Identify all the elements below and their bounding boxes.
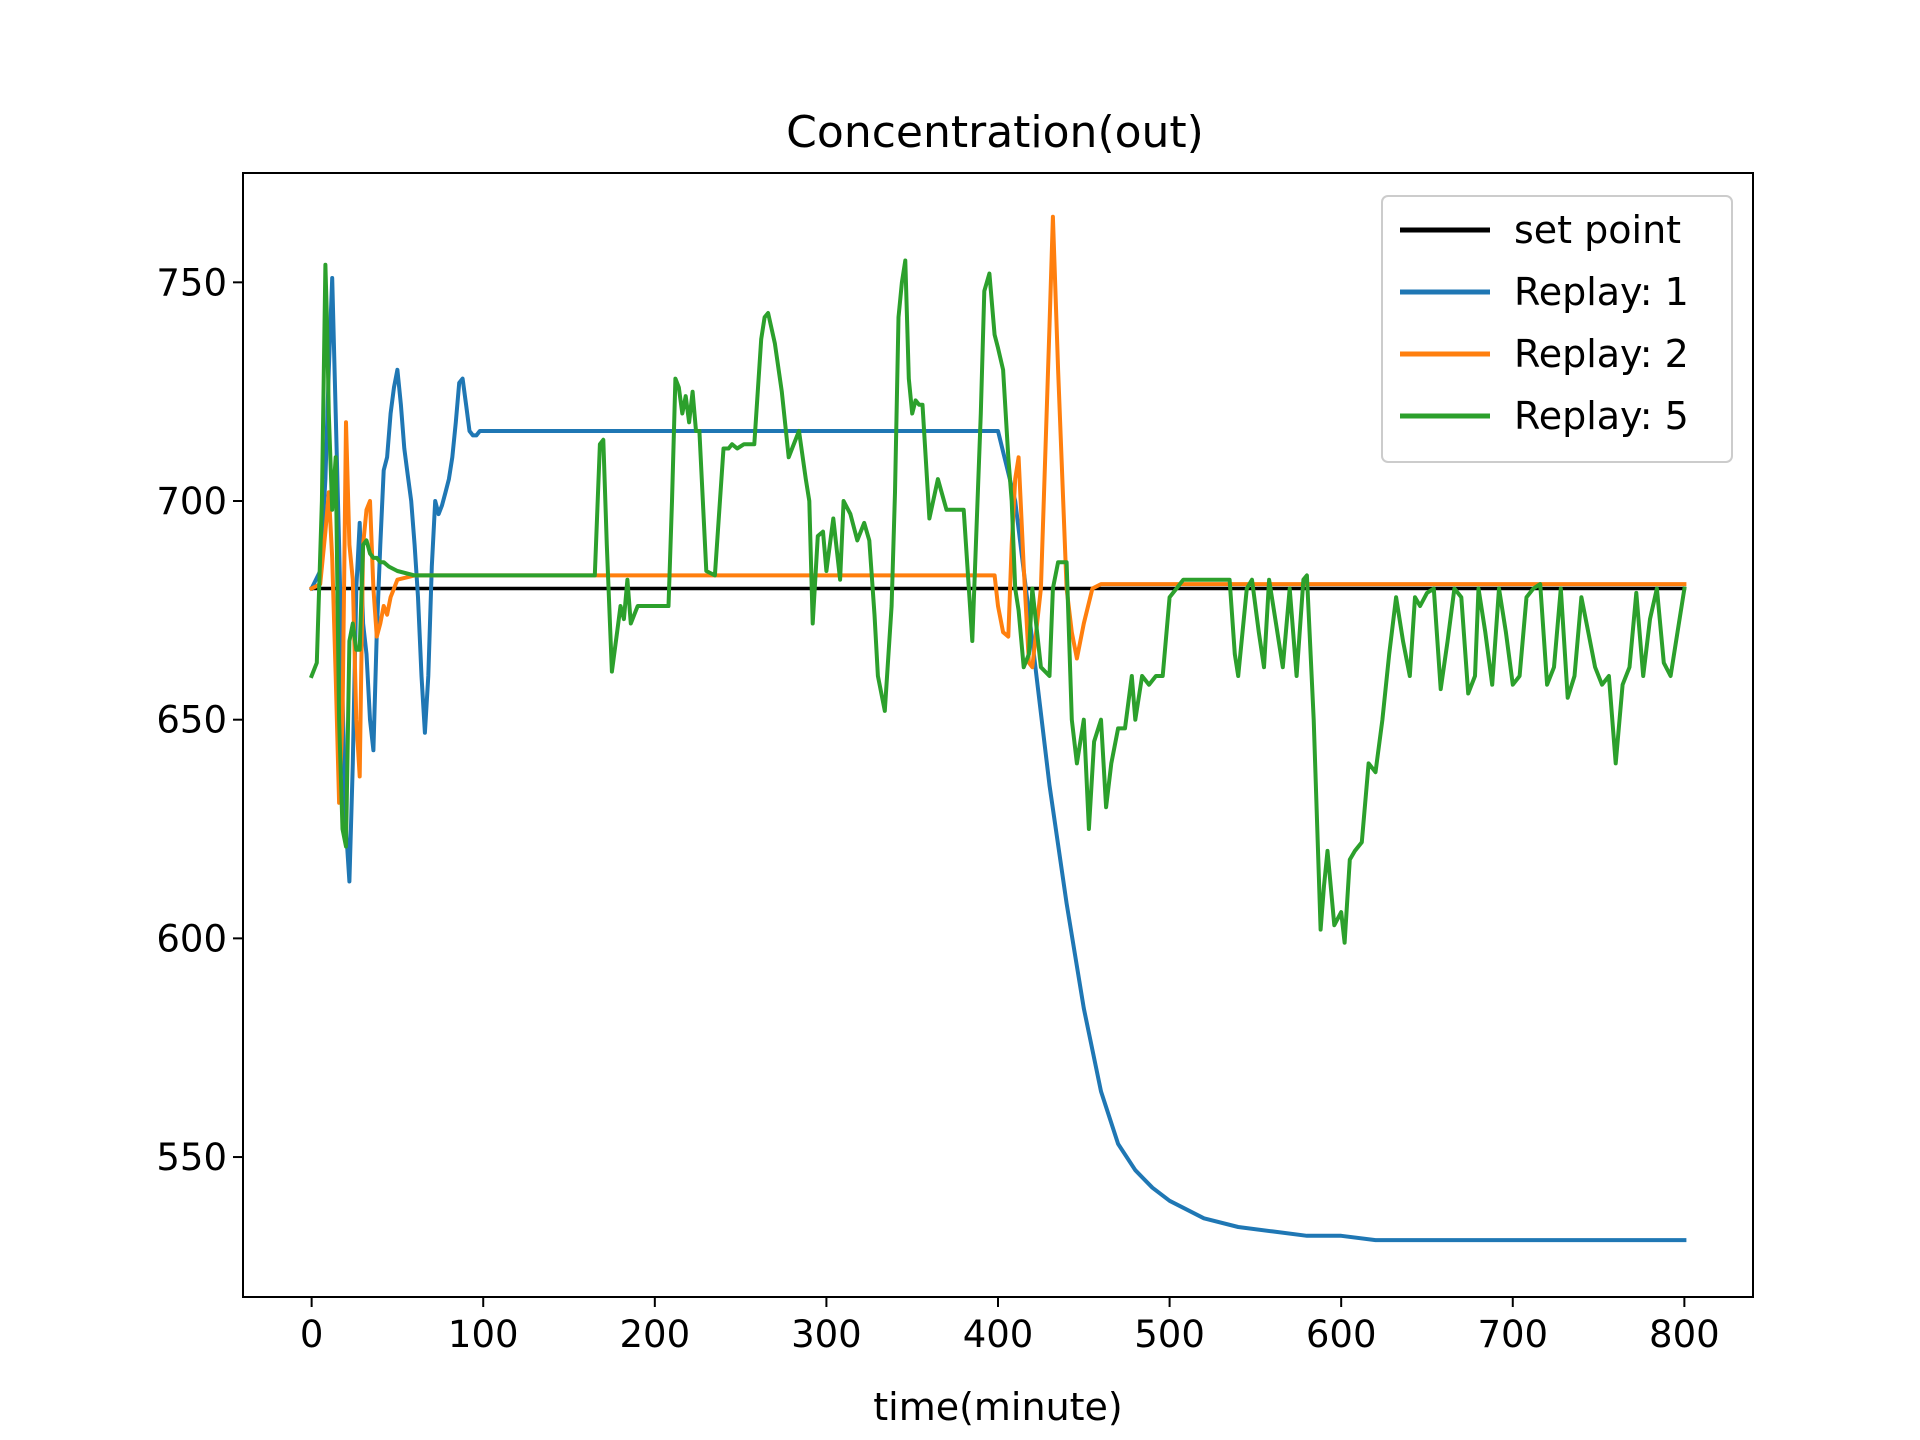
x-tick-label: 500 xyxy=(1134,1313,1205,1356)
x-tick-label: 600 xyxy=(1306,1313,1377,1356)
series-line-replay-5 xyxy=(309,258,1687,945)
series-layer xyxy=(308,214,1687,1243)
x-tick-label: 700 xyxy=(1477,1313,1548,1356)
x-tick-label: 400 xyxy=(963,1313,1034,1356)
chart-title: Concentration(out) xyxy=(786,107,1204,158)
legend-label-set-point: set point xyxy=(1514,208,1681,252)
y-axis-ticks: 550 600 650 700 750 xyxy=(156,261,243,1179)
legend: set point Replay: 1 Replay: 2 Replay: 5 xyxy=(1381,195,1733,463)
x-axis-label: time(minute) xyxy=(873,1385,1123,1429)
legend-label-replay-2: Replay: 2 xyxy=(1514,332,1689,376)
y-tick-label: 700 xyxy=(156,480,227,523)
legend-label-replay-5: Replay: 5 xyxy=(1514,394,1689,438)
y-tick-label: 550 xyxy=(156,1136,227,1179)
y-tick-label: 650 xyxy=(156,699,227,742)
legend-box xyxy=(1381,195,1733,463)
x-tick-label: 200 xyxy=(620,1313,691,1356)
x-tick-label: 300 xyxy=(791,1313,862,1356)
x-tick-label: 0 xyxy=(300,1313,324,1356)
x-tick-label: 100 xyxy=(448,1313,519,1356)
y-tick-label: 750 xyxy=(156,261,227,304)
x-axis-ticks: 0 100 200 300 400 500 600 700 800 xyxy=(300,1297,1720,1356)
y-tick-label: 600 xyxy=(156,917,227,960)
legend-label-replay-1: Replay: 1 xyxy=(1514,270,1689,314)
x-tick-label: 800 xyxy=(1649,1313,1720,1356)
